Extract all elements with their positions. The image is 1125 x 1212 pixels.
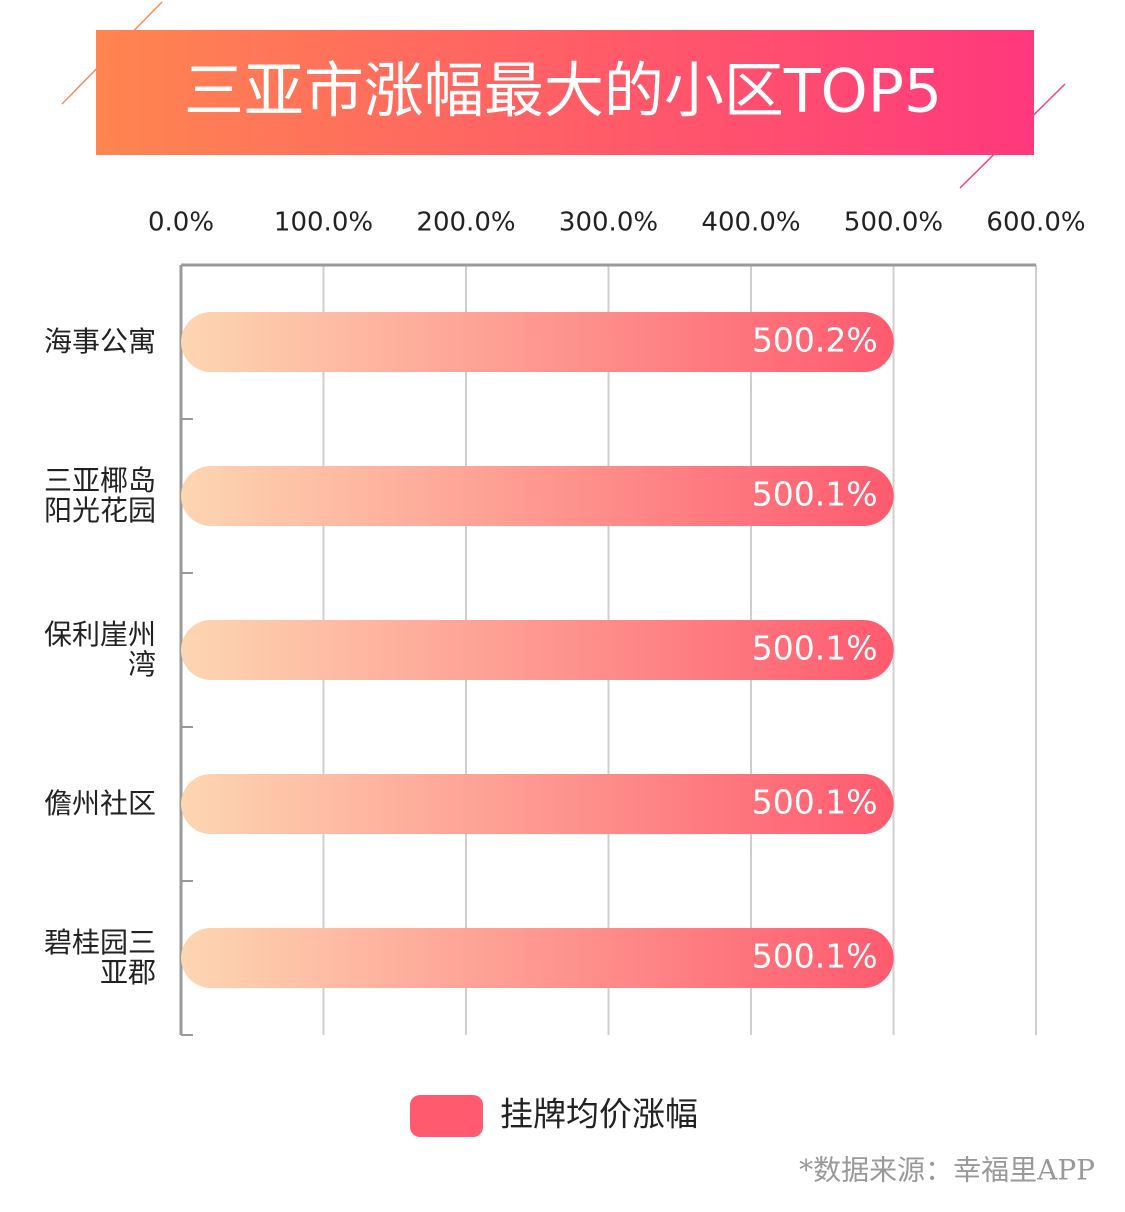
y-tick-label: 海事公寓 [43,325,156,358]
x-tick-label: 400.0% [701,208,800,238]
x-tick-label: 300.0% [559,208,658,238]
data-label: 500.1% [752,783,878,822]
data-label: 500.1% [752,475,878,514]
bar [181,466,894,526]
bar [181,620,894,680]
title-banner [96,30,1034,155]
y-tick-label: 保利崖州湾 [43,618,156,681]
x-tick-label: 500.0% [844,208,943,238]
bar [181,928,894,988]
data-label: 500.2% [752,321,878,360]
legend-swatch [410,1095,483,1137]
bar [181,312,894,372]
x-tick-label: 100.0% [274,208,373,238]
x-tick-label: 0.0% [148,208,214,238]
source-note: *数据来源：幸福里APP [799,1154,1095,1187]
y-tick-label: 三亚椰岛阳光花园 [43,464,156,527]
y-tick-label: 碧桂园三亚郡 [43,926,156,989]
x-tick-label: 200.0% [416,208,515,238]
bar [181,774,894,834]
data-label: 500.1% [752,629,878,668]
chart-title: 三亚市涨幅最大的小区TOP5 [184,57,942,127]
data-label: 500.1% [752,937,878,976]
legend-label: 挂牌均价涨幅 [500,1095,698,1134]
y-tick-label: 儋州社区 [43,787,156,820]
x-tick-label: 600.0% [986,208,1085,238]
